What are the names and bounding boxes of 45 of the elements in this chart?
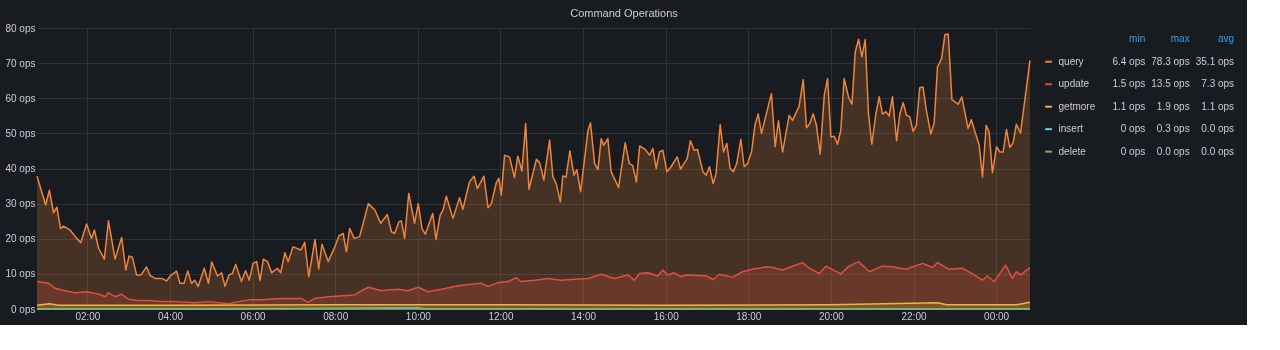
y-tick-label: 10 ops bbox=[5, 268, 36, 280]
y-tick-label: 20 ops bbox=[5, 233, 36, 245]
text: 0.0 ops bbox=[1156, 145, 1190, 157]
legend-label: delete bbox=[1058, 145, 1087, 157]
legend-label: insert bbox=[1058, 123, 1084, 135]
y-tick-label: 50 ops bbox=[5, 127, 36, 139]
x-tick-label: 14:00 bbox=[571, 310, 597, 322]
x-tick-label: 04:00 bbox=[157, 310, 184, 322]
text: max bbox=[1170, 33, 1190, 45]
text: 1.1 ops bbox=[1201, 100, 1235, 112]
text: 0 ops bbox=[1120, 123, 1146, 135]
legend-label: update bbox=[1058, 78, 1090, 90]
text: avg bbox=[1217, 33, 1235, 45]
text: 1.5 ops bbox=[1112, 78, 1146, 90]
text: 1.1 ops bbox=[1112, 100, 1146, 112]
x-tick-label: 18:00 bbox=[736, 310, 762, 322]
x-tick-label: 08:00 bbox=[323, 310, 349, 322]
x-tick-label: 06:00 bbox=[240, 310, 267, 322]
legend-label: getmore bbox=[1058, 100, 1096, 112]
text: 6.4 ops bbox=[1112, 55, 1146, 67]
y-tick-label: 60 ops bbox=[5, 92, 36, 104]
text: 0.0 ops bbox=[1201, 145, 1235, 157]
y-tick-label: 30 ops bbox=[5, 198, 36, 210]
x-tick-label: 02:00 bbox=[75, 310, 101, 322]
chart-title: Command Operations bbox=[570, 7, 679, 19]
legend-label: query bbox=[1058, 55, 1084, 67]
y-tick-label: 80 ops bbox=[5, 22, 36, 34]
text: 78.3 ops bbox=[1151, 55, 1190, 67]
text: 7.3 ops bbox=[1201, 78, 1235, 90]
text: 35.1 ops bbox=[1195, 55, 1235, 67]
x-tick-label: 10:00 bbox=[405, 310, 432, 322]
text: 13.5 ops bbox=[1151, 78, 1190, 90]
y-tick-label: 0 ops bbox=[11, 303, 36, 315]
x-tick-label: 12:00 bbox=[488, 310, 514, 322]
y-tick-label: 70 ops bbox=[5, 57, 36, 69]
y-tick-label: 40 ops bbox=[5, 163, 36, 174]
x-tick-label: 22:00 bbox=[901, 310, 927, 322]
x-tick-label: 00:00 bbox=[984, 310, 1010, 322]
text: min bbox=[1129, 33, 1146, 45]
text: 0.3 ops bbox=[1156, 123, 1190, 135]
text: 0 ops bbox=[1120, 145, 1146, 157]
x-tick-label: 20:00 bbox=[818, 310, 845, 322]
x-tick-label: 16:00 bbox=[653, 310, 680, 322]
text: 1.9 ops bbox=[1156, 100, 1190, 112]
text: 0.0 ops bbox=[1201, 123, 1235, 135]
